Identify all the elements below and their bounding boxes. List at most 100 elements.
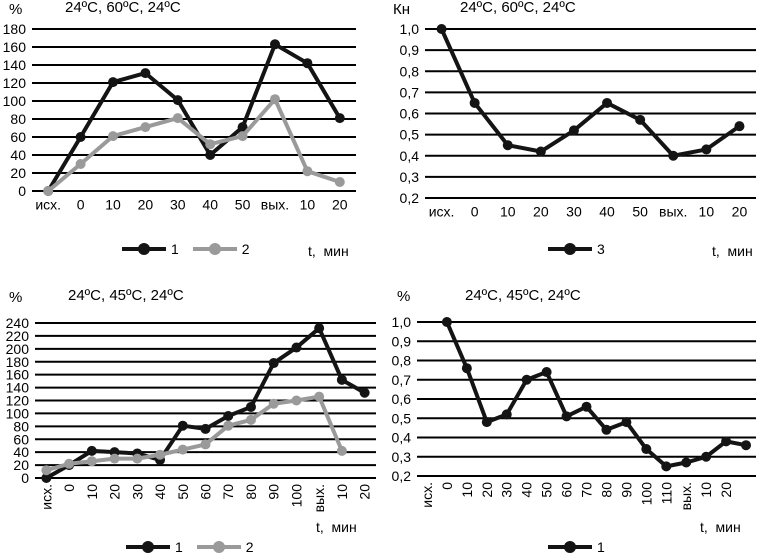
svg-text:20: 20 [138,196,154,212]
chart-title: 24ºС, 45ºС, 24ºС [465,287,581,304]
legend-label: 1 [171,241,179,257]
svg-text:200: 200 [6,341,30,357]
svg-text:10: 10 [334,484,350,500]
svg-text:0,5: 0,5 [400,127,420,143]
svg-text:10: 10 [699,203,715,219]
svg-text:50: 50 [175,484,191,500]
svg-text:100: 100 [288,484,304,508]
svg-text:20: 20 [10,165,26,181]
chart-title: 24ºС, 60ºС, 24ºС [65,0,181,16]
svg-text:30: 30 [566,203,582,219]
legend-line-marker-icon [548,541,592,553]
legend-label: 1 [175,539,183,555]
legend-line-marker-icon [126,541,170,553]
svg-text:50: 50 [632,203,648,219]
svg-text:140: 140 [3,57,27,73]
svg-text:80: 80 [13,418,29,434]
svg-text:10: 10 [500,203,516,219]
svg-text:40: 40 [202,196,218,212]
legend: 1 [548,539,605,555]
svg-text:40: 40 [599,203,615,219]
svg-text:20: 20 [479,482,495,498]
chart-bottom-left: % 24ºС, 45ºС, 24ºС 240 220 200 180 160 140 120… [0,280,380,556]
svg-text:20: 20 [533,203,549,219]
svg-text:160: 160 [3,39,27,55]
legend-label: 3 [597,241,605,257]
svg-text:20: 20 [357,484,373,500]
legend: 3 [548,241,605,257]
svg-text:40: 40 [10,147,26,163]
svg-text:110: 110 [658,482,674,505]
svg-text:0,2: 0,2 [400,190,420,206]
svg-text:0,8: 0,8 [400,63,420,79]
svg-text:90: 90 [266,484,282,500]
y-axis-unit-label: % [9,1,23,18]
svg-text:180: 180 [3,21,27,37]
chart-top-left: % 24ºС, 60ºС, 24ºС 180 160 140 120 100 80 60 40… [0,0,380,276]
svg-text:0,9: 0,9 [392,333,412,349]
svg-text:20: 20 [107,484,123,500]
legend-item: 2 [192,241,250,257]
svg-text:исх.: исх. [429,203,455,219]
svg-text:100: 100 [3,93,27,109]
svg-text:240: 240 [6,315,30,331]
svg-text:вых.: вых. [261,196,289,212]
svg-text:вых.: вых. [311,484,327,512]
svg-text:0,7: 0,7 [400,84,420,100]
legend-item: 3 [548,241,605,257]
svg-text:0,9: 0,9 [400,42,420,58]
legend-item: 1 [126,539,183,555]
svg-text:60: 60 [13,431,29,447]
svg-text:90: 90 [618,482,634,498]
svg-text:0,3: 0,3 [392,449,412,465]
svg-text:40: 40 [519,482,535,498]
legend-line-marker-icon [548,243,592,255]
svg-text:0,6: 0,6 [400,106,420,122]
svg-text:140: 140 [6,380,30,396]
svg-text:исх.: исх. [419,482,435,508]
svg-text:20: 20 [13,457,29,473]
x-axis-unit-label: t, мин [712,243,753,259]
svg-text:10: 10 [459,482,475,498]
svg-text:220: 220 [6,328,30,344]
legend-item: 1 [122,241,179,257]
chart-top-right: Кн 24ºС, 60ºС, 24ºС 1,0 0,9 0,8 0,7 0,6 0,5 0,… [380,0,763,276]
svg-text:50: 50 [235,196,251,212]
svg-text:вых.: вых. [678,482,694,510]
legend-line-marker-icon [122,243,166,255]
chart-title: 24ºС, 60ºС, 24ºС [460,0,576,16]
x-axis-unit-label: t, мин [700,519,741,535]
svg-text:40: 40 [13,444,29,460]
svg-text:1,0: 1,0 [400,21,420,37]
svg-text:1,0: 1,0 [392,314,412,330]
svg-text:0: 0 [439,482,455,490]
svg-text:0: 0 [18,183,26,199]
plot-area: 1,0 0,9 0,8 0,7 0,6 0,5 0,4 0,3 0,2 исх. 0 10 20 30 40… [400,21,756,219]
svg-text:0,4: 0,4 [392,430,412,446]
svg-text:80: 80 [243,484,259,500]
svg-text:160: 160 [6,367,30,383]
legend-label: 1 [597,539,605,555]
svg-text:50: 50 [539,482,555,498]
svg-text:70: 70 [579,482,595,498]
svg-text:100: 100 [6,405,30,421]
plot-area: 180 160 140 120 100 80 60 40 20 0 исх. 0 10 20 30 40 50 в… [3,21,356,212]
svg-text:вых.: вых. [659,203,687,219]
svg-text:0,3: 0,3 [400,169,420,185]
svg-text:60: 60 [198,484,214,500]
svg-text:исх.: исх. [35,196,61,212]
svg-text:0: 0 [471,203,479,219]
svg-text:70: 70 [220,484,236,500]
svg-text:10: 10 [84,484,100,500]
svg-text:0: 0 [61,484,77,492]
svg-text:30: 30 [129,484,145,500]
legend-line-marker-icon [196,541,241,553]
svg-text:0,4: 0,4 [400,148,420,164]
chart-bottom-right: % 24ºС, 45ºС, 24ºС 1,0 0,9 0,8 0,7 0,6 0,5 0,4… [380,280,763,556]
svg-text:0,6: 0,6 [392,391,412,407]
svg-text:0,7: 0,7 [392,372,412,388]
legend-line-marker-icon [192,243,237,255]
